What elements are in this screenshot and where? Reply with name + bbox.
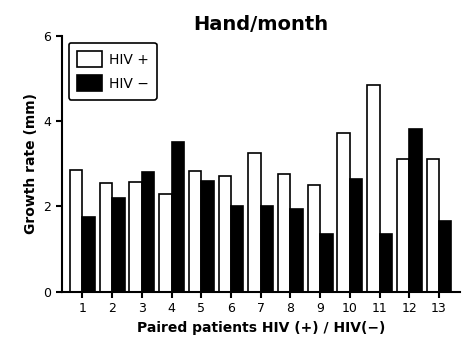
Bar bbox=[70, 170, 82, 292]
Bar bbox=[439, 221, 451, 292]
Bar bbox=[219, 176, 231, 292]
Bar bbox=[159, 194, 172, 292]
Bar bbox=[380, 234, 392, 292]
Bar bbox=[248, 153, 261, 292]
Bar bbox=[201, 181, 214, 292]
Bar bbox=[261, 206, 273, 292]
Bar bbox=[278, 174, 291, 292]
Bar bbox=[129, 182, 142, 292]
Title: Hand/month: Hand/month bbox=[193, 15, 328, 34]
Bar bbox=[112, 198, 125, 292]
Bar bbox=[172, 142, 184, 292]
Bar bbox=[100, 183, 112, 292]
Bar bbox=[308, 185, 320, 292]
Bar bbox=[337, 133, 350, 292]
Bar bbox=[291, 209, 303, 292]
Bar bbox=[231, 206, 244, 292]
Bar bbox=[350, 179, 362, 292]
Bar bbox=[320, 234, 333, 292]
Bar bbox=[397, 159, 409, 292]
Y-axis label: Growth rate (mm): Growth rate (mm) bbox=[24, 93, 37, 234]
Bar bbox=[189, 172, 201, 292]
Bar bbox=[427, 159, 439, 292]
Bar bbox=[142, 172, 155, 292]
Legend: HIV +, HIV −: HIV +, HIV − bbox=[69, 43, 157, 100]
Bar bbox=[82, 217, 95, 292]
X-axis label: Paired patients HIV (+) / HIV(−): Paired patients HIV (+) / HIV(−) bbox=[137, 321, 385, 335]
Bar bbox=[409, 129, 422, 292]
Bar bbox=[367, 85, 380, 292]
